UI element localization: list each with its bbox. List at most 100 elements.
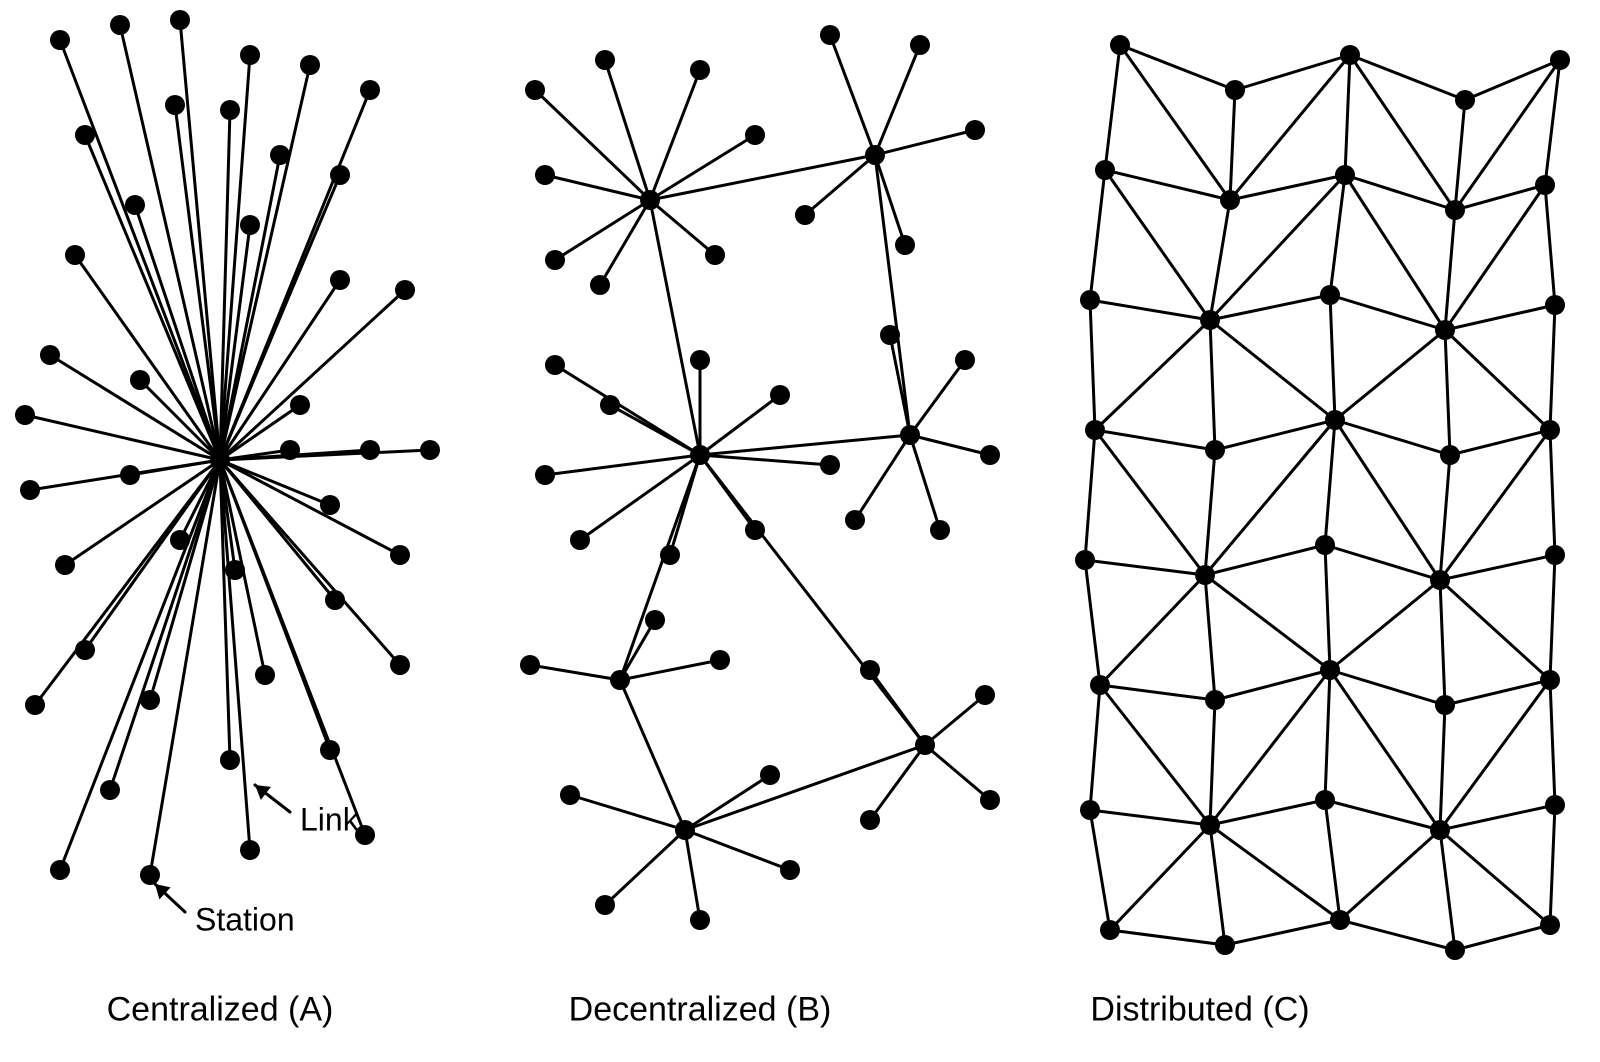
edge [1205,420,1335,575]
node [975,685,995,705]
node [120,465,140,485]
caption-distributed: Distributed (C) [1090,991,1309,1030]
edge [1085,430,1095,560]
node [1335,165,1355,185]
node [965,120,985,140]
node [1440,445,1460,465]
node [1435,695,1455,715]
edge [1205,545,1325,575]
node [225,560,245,580]
edge [700,395,780,455]
node [1545,545,1565,565]
node [320,740,340,760]
node [270,145,290,165]
edge [1335,420,1450,455]
edge [925,695,985,745]
node [640,190,660,210]
edge [1550,680,1555,805]
node [300,55,320,75]
edge [60,40,220,460]
edge [925,745,990,800]
node [420,440,440,460]
node [690,60,710,80]
edge [700,435,910,455]
edge [25,415,220,460]
node [290,395,310,415]
node [25,695,45,715]
edge [1345,55,1350,175]
edge [1090,810,1210,825]
edge [65,460,220,565]
edge [1100,685,1215,700]
annotation-link: Link [300,802,359,839]
edge [620,660,720,680]
edge [1095,430,1205,575]
node [900,425,920,445]
node [745,520,765,540]
node [1205,440,1225,460]
node [220,750,240,770]
node [590,275,610,295]
edge [1215,420,1335,450]
edge [910,435,990,455]
edge [1085,560,1100,685]
node [1445,200,1465,220]
edge [50,355,220,460]
node [595,50,615,70]
node [1540,915,1560,935]
node [360,80,380,100]
node [255,665,275,685]
node [1430,570,1450,590]
edge [1455,100,1465,210]
node [880,325,900,345]
edge [1095,430,1215,450]
edge [1340,920,1455,950]
edge [1550,305,1555,430]
node [1325,410,1345,430]
edge [570,795,685,830]
node [390,545,410,565]
node [220,100,240,120]
node [860,810,880,830]
node [360,440,380,460]
node [595,895,615,915]
edge [1095,320,1210,430]
node [955,350,975,370]
node [170,530,190,550]
edge [1090,300,1095,430]
edge [1350,55,1465,100]
edge [1090,685,1100,810]
node [50,30,70,50]
edge [1550,805,1555,925]
edge [650,70,700,200]
edge [555,200,650,260]
edge [1230,90,1235,200]
node [40,345,60,365]
edge [700,455,925,745]
edge [220,460,250,850]
edge [685,745,925,830]
node [110,15,130,35]
node [760,765,780,785]
node [690,445,710,465]
edge [1210,825,1225,945]
edge [1445,330,1550,430]
edge [830,35,875,155]
edge [620,455,700,680]
edge [685,830,790,870]
edge [530,665,620,680]
edge [1105,45,1120,170]
node [675,820,695,840]
edge [1235,55,1350,90]
edge [600,200,650,285]
edge [1440,830,1455,950]
node [1340,45,1360,65]
edge [220,460,365,835]
caption-centralized: Centralized (A) [107,991,334,1030]
edge [110,460,220,790]
node [745,125,765,145]
edge [1350,55,1455,210]
node [1540,420,1560,440]
node [280,440,300,460]
node [20,480,40,500]
